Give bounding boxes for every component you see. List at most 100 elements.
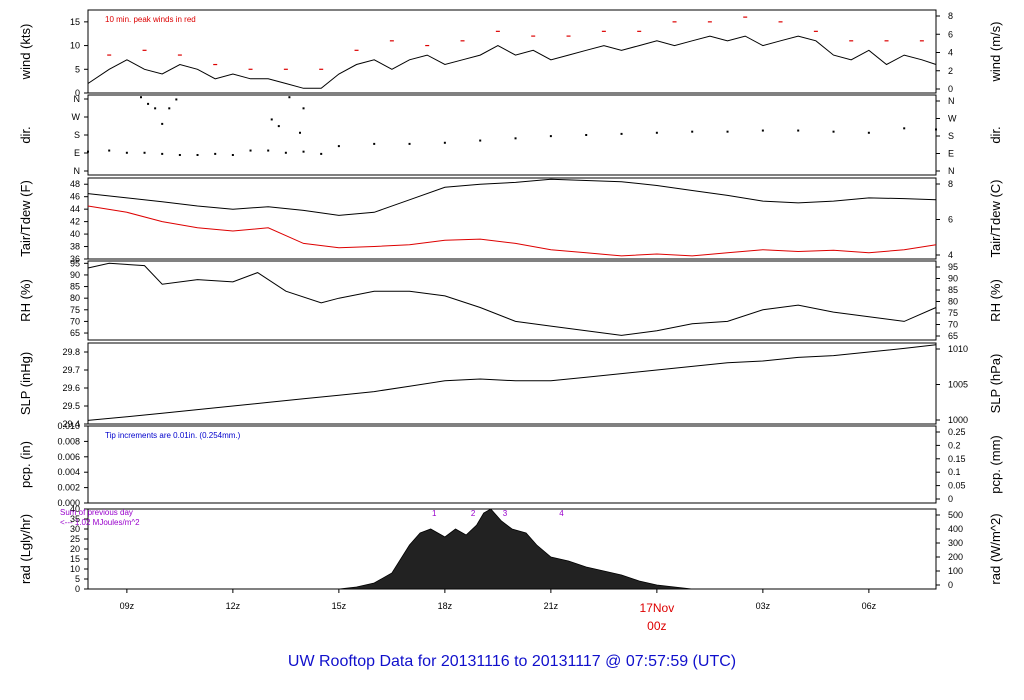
rh-right-tick-label: 65 (948, 331, 958, 341)
dir-left-tick-label: S (74, 130, 80, 140)
rh-left-tick-label: 70 (70, 316, 80, 326)
dir-point (337, 145, 340, 148)
rh-left-tick-label: 85 (70, 282, 80, 292)
slp-right-tick-label: 1005 (948, 380, 968, 390)
rh-right-tick-label: 80 (948, 297, 958, 307)
wind-series-line (87, 35, 937, 89)
temp-left-tick-label: 40 (70, 229, 80, 239)
wind-ylabel-left: wind (kts) (18, 24, 33, 81)
dir-outlier-point (270, 118, 273, 121)
temp-series-tair (87, 178, 937, 216)
rh-ylabel-right: RH (%) (988, 279, 1003, 322)
dir-outlier-point (161, 122, 164, 125)
rad-left-tick-label: 20 (70, 544, 80, 554)
slp-ylabel-right: SLP (hPa) (988, 354, 1003, 414)
dir-point (178, 154, 181, 156)
temp-left-tick-label: 46 (70, 192, 80, 202)
rh-left-tick-label: 80 (70, 293, 80, 303)
dir-left-tick-label: N (74, 94, 81, 104)
dir-left-tick-label: W (72, 112, 81, 122)
rad-left-tick-label: 35 (70, 514, 80, 524)
dir-outlier-point (299, 131, 301, 134)
rh-right-tick-label: 75 (948, 308, 958, 318)
slp-left-tick-label: 29.6 (62, 383, 80, 393)
rad-marker: 4 (559, 509, 564, 518)
rh-left-tick-label: 90 (70, 270, 80, 280)
rad-area (338, 508, 693, 590)
dir-point (549, 135, 552, 138)
dir-point (125, 151, 128, 154)
dir-point (161, 152, 164, 155)
dir-left-tick-label: E (74, 148, 80, 158)
wind-frame (87, 9, 937, 94)
wind-right-tick-label: 0 (948, 84, 953, 94)
x-tick-label: 21z (544, 601, 559, 611)
slp-left-tick-label: 29.8 (62, 347, 80, 357)
temp-right-tick-label: 8 (948, 179, 953, 189)
rad-left-tick-label: 30 (70, 524, 80, 534)
rh-right-tick-label: 95 (948, 262, 958, 272)
wind-right-tick-label: 6 (948, 29, 953, 39)
dir-outlier-point (168, 107, 171, 110)
rad-left-tick-label: 10 (70, 564, 80, 574)
dir-point (302, 150, 305, 153)
rh-right-tick-label: 70 (948, 320, 958, 330)
x-date-marker-time: 00z (647, 619, 666, 633)
pcp-left-tick-label: 0.002 (57, 483, 80, 493)
slp-right-tick-label: 1000 (948, 415, 968, 425)
wind-left-tick-label: 10 (70, 41, 80, 51)
pcp-right-tick-label: 0.25 (948, 427, 966, 437)
rh-ylabel-left: RH (%) (18, 279, 33, 322)
pcp-ylabel-left: pcp. (in) (18, 441, 33, 488)
dir-point (691, 130, 694, 133)
dir-point (935, 128, 937, 131)
pcp-annotation: Tip increments are 0.01in. (0.254mm.) (105, 431, 241, 440)
pcp-right-tick-label: 0.15 (948, 454, 966, 464)
dir-frame (87, 94, 937, 176)
dir-outlier-point (175, 98, 178, 101)
dir-outlier-point (154, 107, 157, 110)
wind-left-tick-label: 5 (75, 64, 80, 74)
slp-right-tick-label: 1010 (948, 344, 968, 354)
rad-right-tick-label: 400 (948, 524, 963, 534)
pcp-left-tick-label: 0.004 (57, 467, 80, 477)
slp-left-tick-label: 29.4 (62, 419, 80, 429)
chart-title: UW Rooftop Data for 20131116 to 20131117… (288, 653, 736, 670)
wind-left-tick-label: 0 (75, 88, 80, 98)
dir-point (267, 149, 270, 152)
dir-outlier-point (147, 102, 150, 105)
wind-right-tick-label: 2 (948, 66, 953, 76)
rad-ylabel-left: rad (Lgly/hr) (18, 514, 33, 584)
dir-point (87, 150, 89, 153)
temp-left-tick-label: 38 (70, 242, 80, 252)
dir-point (655, 131, 658, 134)
dir-point (214, 152, 217, 155)
wind-ylabel-right: wind (m/s) (988, 22, 1003, 83)
panel-wind: 0 5 10 15 0 2 4 6 8 wind (kts) wind (m/s) 10 min. p… (18, 9, 1003, 98)
wind-right-tick-label: 8 (948, 11, 953, 21)
rad-right-tick-label: 500 (948, 510, 963, 520)
wind-right-tick-label: 4 (948, 48, 953, 58)
x-tick-label: 09z (120, 601, 135, 611)
dir-point (231, 154, 234, 156)
dir-right-tick-label: N (948, 96, 955, 106)
dir-point (108, 149, 111, 152)
dir-ylabel-right: dir. (988, 126, 1003, 143)
pcp-right-tick-label: 0.1 (948, 467, 961, 477)
pcp-right-tick-label: 0.2 (948, 440, 961, 450)
dir-ylabel-left: dir. (18, 126, 33, 143)
pcp-left-tick-label: 0.010 (57, 421, 80, 431)
rad-right-tick-label: 0 (948, 580, 953, 590)
dir-point (408, 142, 411, 145)
x-tick-label: 03z (756, 601, 771, 611)
temp-left-tick-label: 36 (70, 254, 80, 264)
pcp-left-tick-label: 0.000 (57, 498, 80, 508)
rh-left-tick-label: 75 (70, 305, 80, 315)
dir-right-tick-label: W (948, 114, 957, 124)
rad-ylabel-right: rad (W/m^2) (988, 513, 1003, 584)
